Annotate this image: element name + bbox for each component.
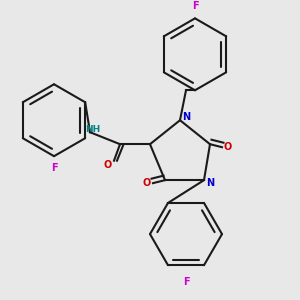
Text: N: N (182, 112, 190, 122)
Text: F: F (51, 163, 57, 173)
Text: O: O (143, 178, 151, 188)
Text: F: F (183, 277, 189, 287)
Text: O: O (104, 160, 112, 170)
Text: N: N (206, 178, 214, 188)
Text: NH: NH (85, 125, 100, 134)
Text: F: F (192, 2, 198, 11)
Text: O: O (224, 142, 232, 152)
